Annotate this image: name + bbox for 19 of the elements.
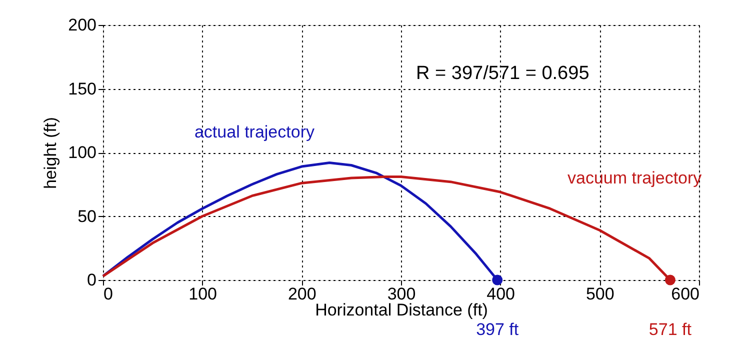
y-tick-label: 150 [68, 79, 96, 98]
x-tick-label: 500 [586, 284, 614, 304]
x-tick-label: 600 [671, 284, 700, 304]
y-tick-label: 100 [68, 143, 96, 162]
series-label: vacuum trajectory [567, 168, 702, 188]
annotation: 571 ft [648, 320, 692, 339]
y-tick-label: 0 [87, 270, 96, 290]
series-label: actual trajectory [194, 122, 315, 142]
x-tick-label: 300 [387, 284, 416, 304]
y-tick-label: 50 [78, 206, 96, 226]
x-tick-label: 100 [188, 284, 218, 304]
x-tick-label: 0 [104, 284, 113, 304]
annotation: R = 397/571 = 0.695 [416, 63, 590, 84]
x-tick-label: 200 [288, 284, 316, 304]
y-tick-label: 200 [68, 16, 96, 34]
x-axis-title: Horizontal Distance (ft) [315, 300, 488, 320]
y-axis-title: height (ft) [41, 117, 60, 189]
x-tick-label: 400 [486, 284, 516, 304]
annotation: 397 ft [476, 320, 519, 339]
